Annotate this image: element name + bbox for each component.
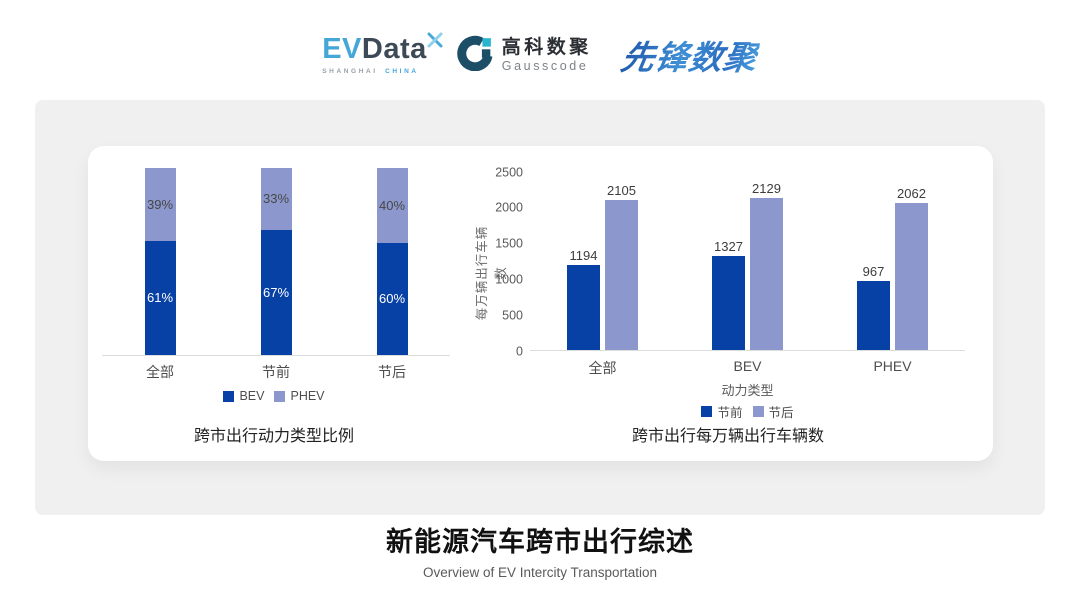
- legend-swatch: [752, 406, 764, 417]
- stacked-bar: 33% 67%: [260, 168, 292, 355]
- value-label: 2105: [607, 183, 636, 199]
- bar-with-label: 2062: [895, 172, 928, 350]
- legend-item: 节前: [701, 402, 743, 421]
- evdata-wordmark-data: Data: [361, 33, 427, 65]
- bar-节后: [605, 200, 638, 350]
- value-label: 2062: [897, 186, 926, 202]
- grouped-bar-legend: 节前 节后: [530, 402, 965, 421]
- bar-节后: [750, 198, 783, 350]
- page-subtitle: Overview of EV Intercity Transportation: [422, 565, 658, 580]
- segment-bev: 67%: [260, 229, 292, 355]
- grouped-bar-x-axis: 全部 BEV PHEV: [530, 358, 965, 378]
- gausscode-logo: 高科数聚 Gausscode: [457, 35, 592, 76]
- y-tick-label: 1500: [495, 236, 523, 251]
- segment-phev: 40%: [376, 168, 408, 243]
- brand-header: EVData SHANGHAI CHINA 高科数聚 Gausscode: [0, 0, 1080, 100]
- page-footer: 新能源汽车跨市出行综述 Overview of EV Intercity Tra…: [0, 520, 1080, 580]
- stacked-bar: 40% 60%: [376, 168, 408, 355]
- charts-card: 39% 61% 33% 67% 40% 60% 全部 节前 节后 BEV PHEV 跨市出行动力…: [88, 146, 993, 461]
- legend-swatch: [223, 390, 235, 402]
- bar-with-label: 2105: [605, 172, 638, 350]
- legend-label: 节后: [768, 406, 794, 420]
- evdata-logo: EVData SHANGHAI CHINA: [322, 32, 443, 75]
- y-axis-ticks: 0 500 1000 1500 2000 2500: [482, 166, 523, 357]
- legend-swatch: [274, 390, 286, 402]
- page-title: 新能源汽车跨市出行综述: [386, 527, 694, 557]
- segment-phev: 39%: [144, 168, 176, 241]
- category-label: 节后: [378, 364, 406, 380]
- bar-group: 1194 2105: [530, 172, 675, 350]
- legend-label: BEV: [239, 389, 265, 403]
- stacked-bar-legend: BEV PHEV: [88, 389, 460, 403]
- stacked-bar-plot: 39% 61% 33% 67% 40% 60%: [102, 168, 450, 356]
- legend-item: PHEV: [274, 389, 325, 403]
- legend-item: BEV: [223, 389, 264, 403]
- segment-bev: 60%: [376, 242, 408, 355]
- segment-phev: 33%: [260, 168, 292, 230]
- bar-节前: [857, 281, 890, 350]
- value-label: 1194: [569, 248, 598, 263]
- bar-with-label: 967: [857, 172, 890, 350]
- pioneer-data-logo: 先锋数聚: [618, 31, 762, 79]
- category-label: 全部: [588, 360, 617, 376]
- bar-with-label: 1327: [712, 172, 745, 350]
- content-panel: 39% 61% 33% 67% 40% 60% 全部 节前 节后 BEV PHEV 跨市出行动力…: [35, 100, 1045, 515]
- evdata-tagline-china: CHINA: [385, 68, 419, 75]
- gausscode-g-icon: [457, 35, 493, 76]
- bar-group: 33% 67%: [218, 168, 334, 355]
- value-label: 967: [862, 264, 885, 280]
- legend-swatch: [701, 406, 713, 417]
- gausscode-wordmark: 高科数聚 Gausscode: [502, 37, 592, 74]
- bar-节后: [895, 203, 928, 350]
- segment-bev: 61%: [144, 240, 176, 355]
- bar-group: 967 2062: [820, 172, 965, 350]
- y-tick-label: 1000: [495, 272, 523, 287]
- gausscode-name-cn: 高科数聚: [501, 36, 592, 58]
- value-label: 2129: [752, 181, 781, 197]
- stacked-bar: 39% 61%: [144, 168, 176, 355]
- y-tick-label: 500: [502, 307, 523, 322]
- category-label: BEV: [733, 358, 762, 374]
- y-tick-label: 0: [516, 343, 523, 358]
- grouped-bar-plot: 1194 2105 1327 2129 967 2062: [530, 172, 965, 351]
- chart-title: 跨市出行每万辆出行车辆数: [631, 428, 824, 445]
- bar-节前: [567, 265, 600, 350]
- stacked-bar-x-axis: 全部 节前 节后: [102, 362, 450, 382]
- evdata-tagline: SHANGHAI CHINA: [322, 68, 418, 75]
- y-tick-label: 2000: [495, 200, 523, 215]
- category-label: 全部: [146, 364, 174, 380]
- value-label: 1327: [714, 238, 743, 254]
- evdata-wordmark-ev: EV: [322, 33, 362, 65]
- bar-with-label: 2129: [750, 172, 783, 350]
- x-axis-label: 动力类型: [721, 383, 774, 398]
- sparkle-x-icon: [426, 26, 444, 55]
- bar-group: 40% 60%: [334, 168, 450, 355]
- bar-with-label: 1194: [567, 172, 600, 350]
- category-label: PHEV: [873, 358, 912, 374]
- bar-节前: [712, 255, 745, 350]
- bar-group: 1327 2129: [675, 172, 820, 350]
- y-tick-label: 2500: [495, 164, 523, 179]
- legend-label: PHEV: [290, 389, 325, 403]
- evdata-tagline-shanghai: SHANGHAI: [322, 68, 378, 75]
- legend-label: 节前: [717, 406, 743, 420]
- chart-title: 跨市出行动力类型比例: [193, 428, 354, 445]
- legend-item: 节后: [752, 402, 794, 421]
- category-label: 节前: [262, 364, 290, 380]
- evdata-wordmark: EVData: [322, 32, 443, 65]
- bar-group: 39% 61%: [102, 168, 218, 355]
- gausscode-name-en: Gausscode: [501, 59, 589, 74]
